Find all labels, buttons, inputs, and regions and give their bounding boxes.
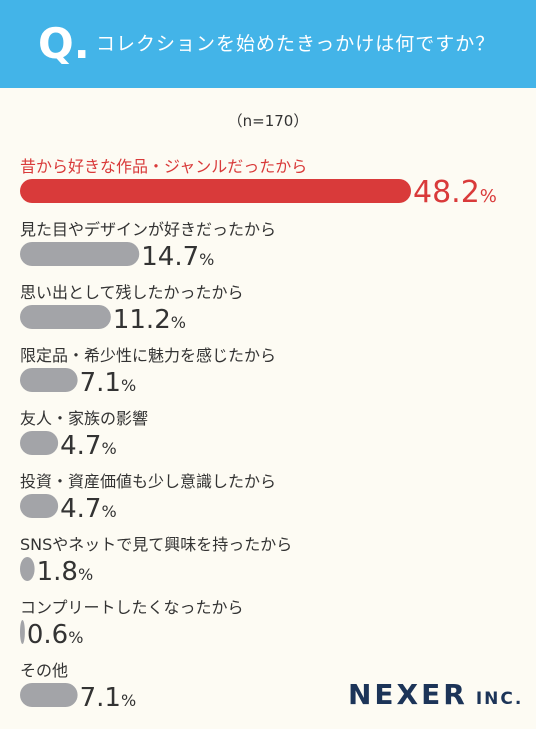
category-label: 投資・資産価値も少し意識したから bbox=[20, 472, 276, 491]
category-label: 思い出として残したかったから bbox=[20, 283, 244, 302]
category-label: 昔から好きな作品・ジャンルだったから bbox=[20, 157, 307, 176]
value-label: 48.2% bbox=[413, 175, 497, 210]
category-label: 限定品・希少性に魅力を感じたから bbox=[20, 346, 276, 365]
value-label: 4.7% bbox=[60, 431, 117, 461]
question-header: Q. コレクションを始めたきっかけは何ですか？ bbox=[0, 0, 536, 88]
bar bbox=[20, 494, 59, 518]
value-label: 4.7% bbox=[60, 494, 117, 524]
bar bbox=[20, 557, 35, 581]
nexer-logo: NEXER INC. bbox=[348, 678, 523, 711]
logo-name: NEXER bbox=[348, 678, 468, 711]
bar bbox=[20, 368, 78, 392]
bar bbox=[20, 683, 78, 707]
question-text: コレクションを始めたきっかけは何ですか？ bbox=[96, 33, 496, 55]
bar bbox=[20, 305, 111, 329]
value-label: 7.1% bbox=[80, 683, 137, 713]
sample-size: （n=170） bbox=[227, 112, 309, 130]
logo-suffix: INC. bbox=[475, 689, 524, 709]
value-label: 14.7% bbox=[141, 242, 214, 272]
category-label: SNSやネットで見て興味を持ったから bbox=[20, 535, 292, 554]
bar bbox=[20, 179, 411, 203]
value-label: 1.8% bbox=[37, 557, 94, 587]
category-label: その他 bbox=[20, 661, 68, 680]
category-label: 見た目やデザインが好きだったから bbox=[20, 220, 276, 239]
bar bbox=[20, 620, 25, 644]
q-mark: Q. bbox=[38, 19, 90, 68]
bar bbox=[20, 242, 140, 266]
value-label: 0.6% bbox=[27, 620, 84, 650]
bar bbox=[20, 431, 59, 455]
value-label: 7.1% bbox=[80, 368, 137, 398]
category-label: コンプリートしたくなったから bbox=[20, 598, 244, 617]
value-label: 11.2% bbox=[113, 305, 186, 335]
category-label: 友人・家族の影響 bbox=[20, 409, 148, 428]
